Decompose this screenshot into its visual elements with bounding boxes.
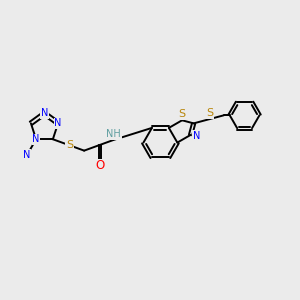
Text: N: N [193, 130, 200, 140]
Text: N: N [41, 108, 48, 118]
Text: S: S [206, 108, 213, 118]
Text: N: N [54, 118, 62, 128]
Text: N: N [22, 150, 30, 160]
Text: NH: NH [106, 129, 121, 139]
Text: S: S [66, 140, 73, 150]
Text: S: S [178, 109, 186, 119]
Text: O: O [95, 159, 104, 172]
Text: N: N [32, 134, 40, 144]
